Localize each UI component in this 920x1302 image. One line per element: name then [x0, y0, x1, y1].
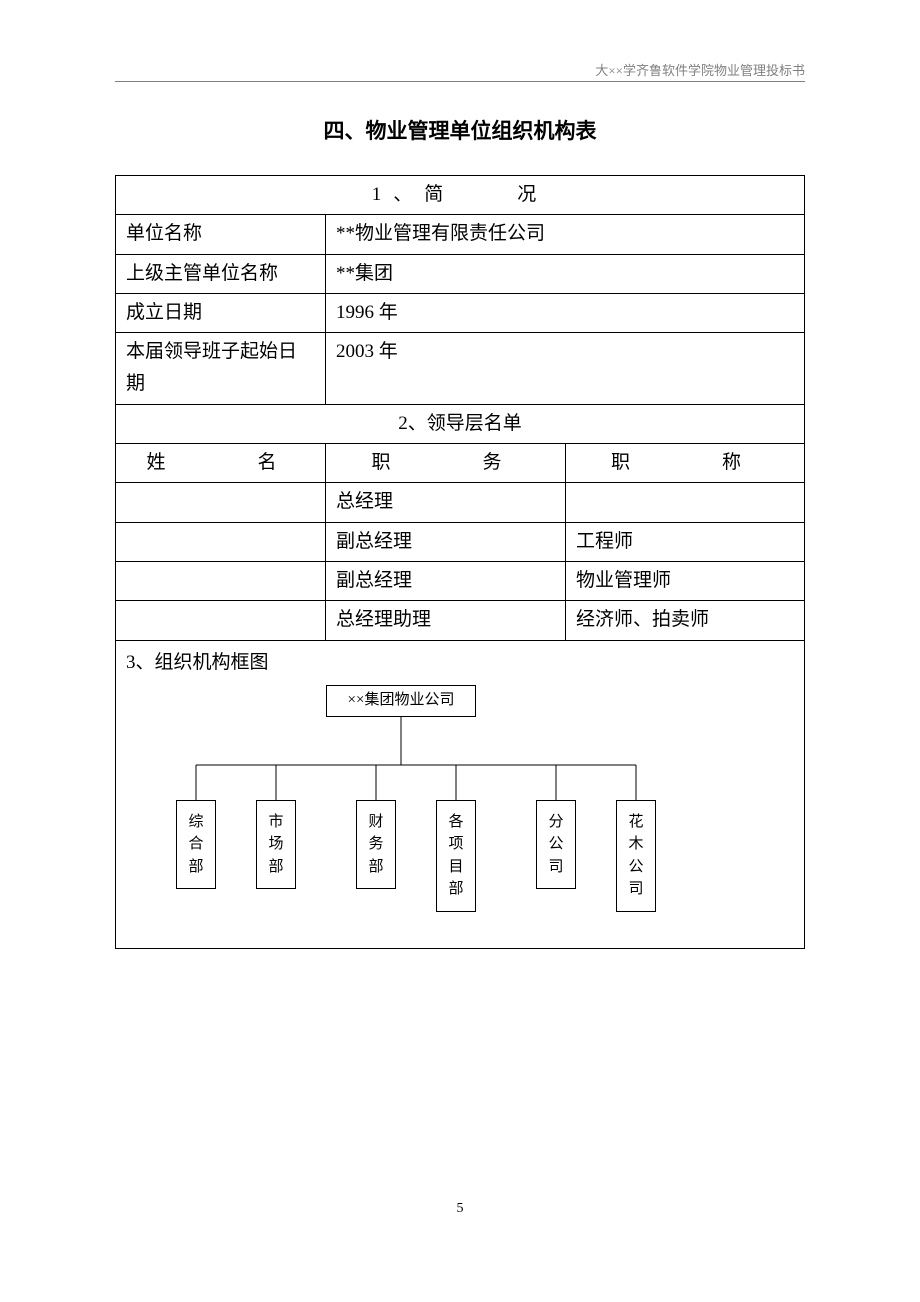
row-label: 上级主管单位名称: [116, 254, 326, 293]
row-label: 成立日期: [116, 293, 326, 332]
row-label: 本届领导班子起始日期: [116, 333, 326, 405]
org-child-box: 市场部: [256, 800, 296, 890]
leader-position: 副总经理: [326, 561, 566, 600]
leader-title: 经济师、拍卖师: [566, 601, 805, 640]
leader-position: 副总经理: [326, 522, 566, 561]
leader-title: [566, 483, 805, 522]
document-title: 四、物业管理单位组织机构表: [115, 115, 805, 145]
section1-header: 1、简 况: [116, 176, 805, 215]
page-header: 大××学齐鲁软件学院物业管理投标书: [115, 60, 805, 82]
row-label: 单位名称: [116, 215, 326, 254]
org-child-box: 综合部: [176, 800, 216, 890]
leader-position: 总经理助理: [326, 601, 566, 640]
org-child-box: 分公司: [536, 800, 576, 890]
org-chart: ××集团物业公司 综合部市场部 财务部各项目部 分公司花木公司: [126, 685, 794, 945]
section3-cell: 3、组织机构框图 ××集团物业公司 综合部市场部 财务部各项目部 分公司花木公司: [116, 640, 805, 948]
org-child-box: 花木公司: [616, 800, 656, 912]
leader-name: [116, 561, 326, 600]
org-root-box: ××集团物业公司: [326, 685, 476, 717]
org-table: 1、简 况 单位名称 **物业管理有限责任公司 上级主管单位名称 **集团 成立…: [115, 175, 805, 949]
col-header-title: 职 称: [566, 444, 805, 483]
row-value: **物业管理有限责任公司: [326, 215, 805, 254]
row-value: 2003 年: [326, 333, 805, 405]
section3-header: 3、组织机构框图: [126, 644, 794, 685]
leader-name: [116, 601, 326, 640]
leader-position: 总经理: [326, 483, 566, 522]
leader-name: [116, 483, 326, 522]
page-number: 5: [115, 1201, 805, 1217]
row-value: **集团: [326, 254, 805, 293]
row-value: 1996 年: [326, 293, 805, 332]
leader-name: [116, 522, 326, 561]
org-child-box: 财务部: [356, 800, 396, 890]
col-header-name: 姓 名: [116, 444, 326, 483]
leader-title: 工程师: [566, 522, 805, 561]
col-header-position: 职 务: [326, 444, 566, 483]
section2-header: 2、领导层名单: [116, 404, 805, 443]
org-child-box: 各项目部: [436, 800, 476, 912]
leader-title: 物业管理师: [566, 561, 805, 600]
